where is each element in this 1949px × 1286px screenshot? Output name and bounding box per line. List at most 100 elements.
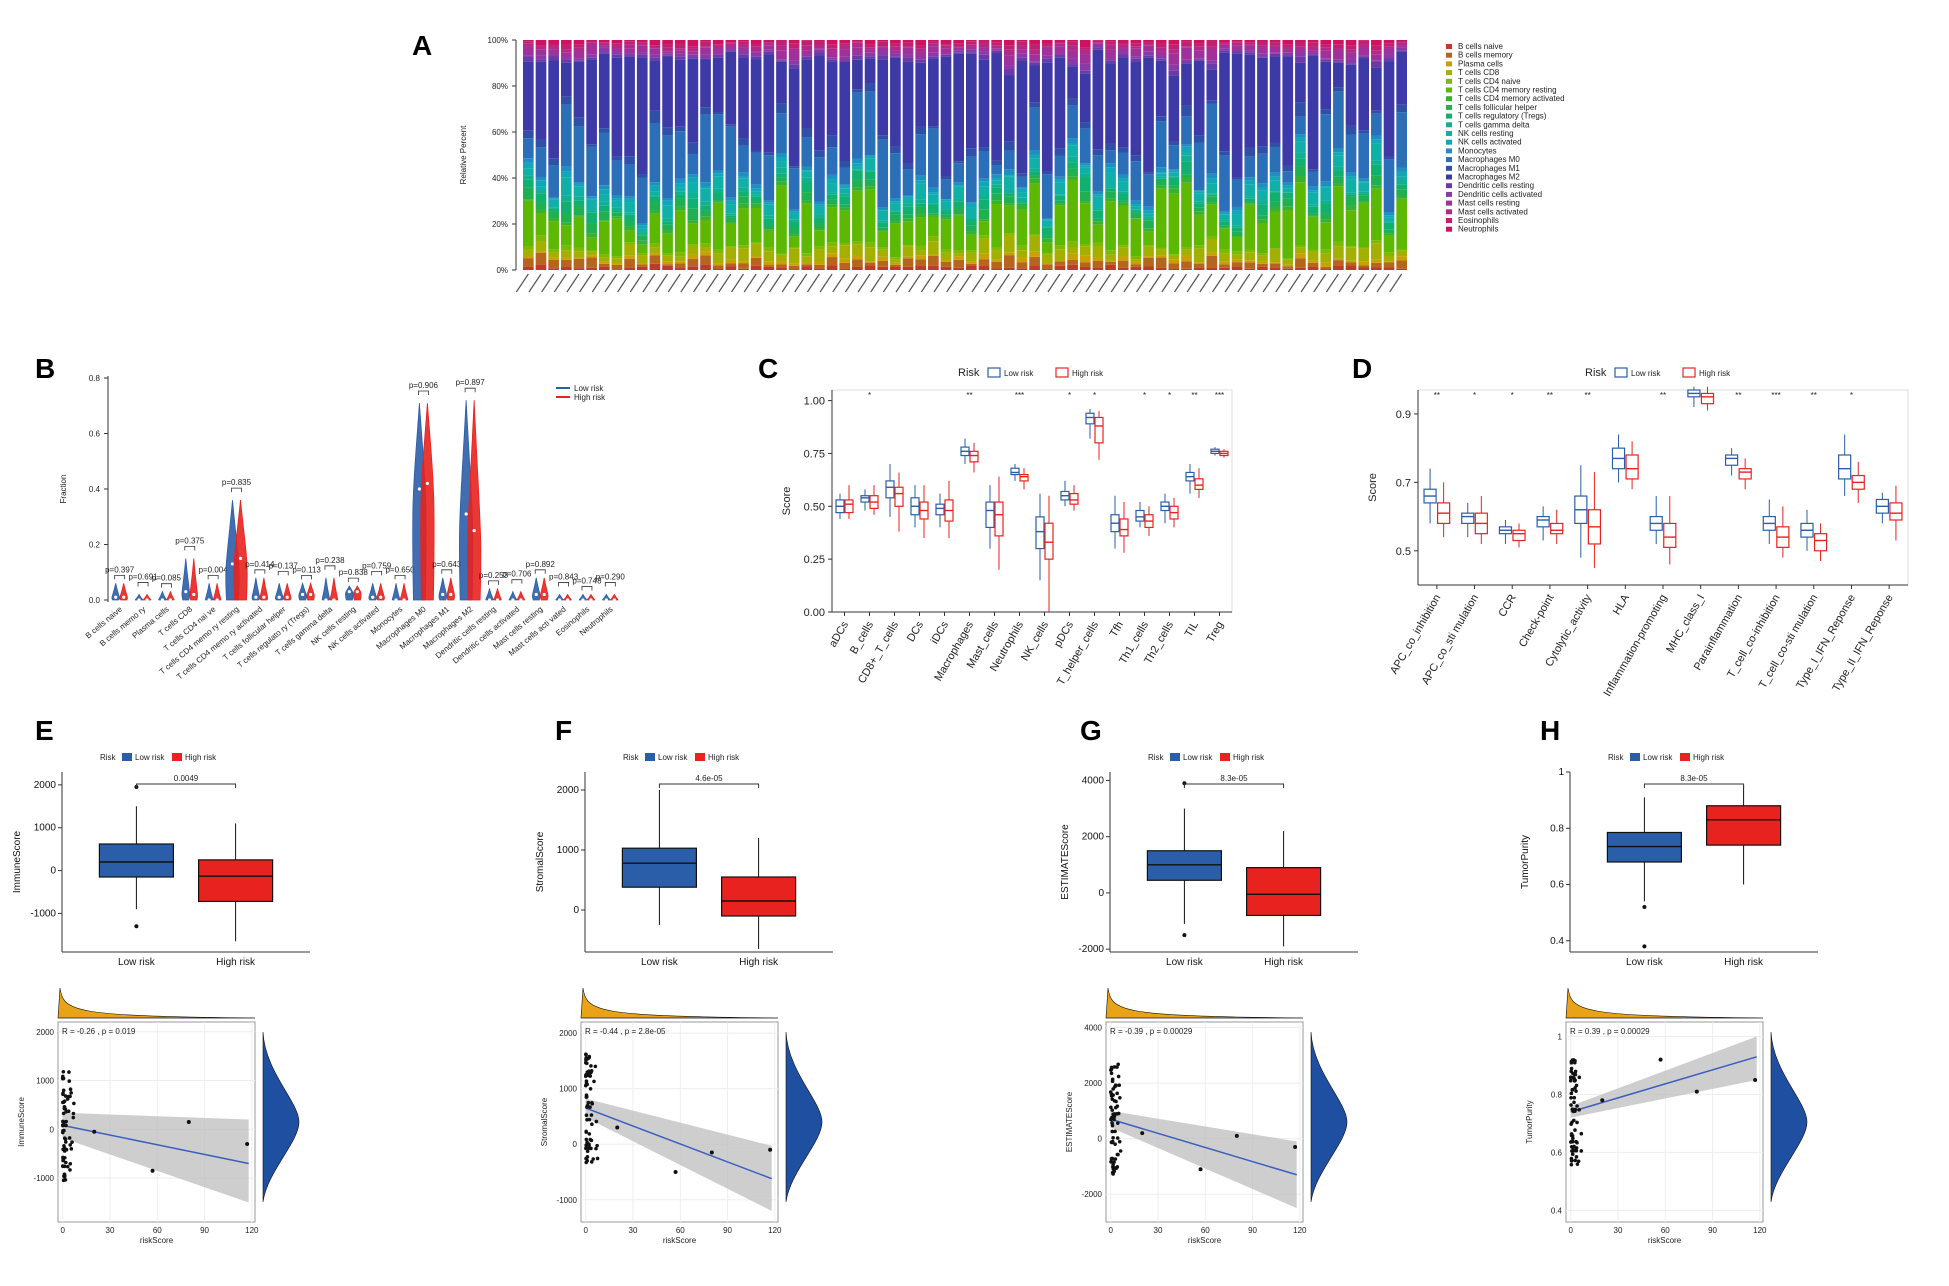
stacked-segment bbox=[750, 46, 762, 52]
stacked-segment bbox=[523, 56, 534, 62]
stacked-segment bbox=[890, 198, 901, 202]
legend-label-low: Low risk bbox=[1004, 369, 1034, 378]
pvalue-bracket-e bbox=[135, 783, 237, 788]
stacked-segment bbox=[1269, 176, 1281, 181]
stacked-segment bbox=[674, 43, 686, 49]
stacked-segment bbox=[776, 103, 787, 114]
stacked-segment bbox=[1295, 116, 1306, 135]
scatter-point bbox=[585, 1105, 589, 1109]
stacked-segment bbox=[1206, 194, 1218, 197]
box-high-box bbox=[1889, 502, 1903, 521]
stacked-segment bbox=[839, 193, 851, 197]
legend-label-a: Neutrophils bbox=[1458, 225, 1498, 234]
scatter-x-tick-label: 0 bbox=[61, 1226, 66, 1235]
stacked-segment bbox=[1181, 182, 1192, 248]
stacked-segment bbox=[1155, 267, 1167, 270]
stacked-segment bbox=[1130, 218, 1142, 219]
pvalue-label: p=0.759 bbox=[362, 561, 392, 570]
stacked-segment bbox=[1130, 266, 1142, 270]
stacked-segment bbox=[1396, 112, 1407, 168]
stacked-segment bbox=[738, 196, 749, 204]
stacked-segment bbox=[1295, 253, 1306, 259]
legend-label-a: T cells follicular helper bbox=[1458, 103, 1537, 112]
stacked-segment bbox=[1092, 191, 1104, 195]
legend-swatch-a bbox=[1446, 148, 1452, 154]
stacked-segment bbox=[940, 45, 952, 49]
pvalue-label: p=0.838 bbox=[339, 568, 369, 577]
stacked-segment bbox=[915, 259, 927, 266]
stacked-segment bbox=[1383, 262, 1395, 268]
scatter-point bbox=[68, 1094, 72, 1099]
scatter-y-tick-label: 1000 bbox=[36, 1077, 54, 1086]
stacked-segment bbox=[1396, 260, 1407, 269]
stacked-segment bbox=[1155, 188, 1167, 248]
scatter-point bbox=[1572, 1072, 1577, 1077]
stacked-segment bbox=[1155, 60, 1167, 117]
scatter-x-title-g: riskScore bbox=[1188, 1236, 1222, 1245]
stacked-segment bbox=[978, 54, 990, 60]
stacked-segment bbox=[788, 209, 800, 212]
stacked-segment bbox=[1193, 59, 1205, 61]
stacked-segment bbox=[1333, 40, 1344, 45]
box-low-box bbox=[935, 503, 945, 516]
stacked-segment bbox=[915, 51, 927, 58]
stacked-segment bbox=[1003, 75, 1015, 142]
stacked-segment bbox=[801, 40, 813, 46]
stacked-segment bbox=[852, 255, 863, 260]
violin-high bbox=[283, 583, 292, 601]
scatter-point bbox=[587, 1146, 591, 1151]
stacked-segment bbox=[598, 205, 610, 212]
stacked-segment bbox=[915, 134, 927, 176]
stacked-segment bbox=[1079, 191, 1091, 202]
stacked-segment bbox=[890, 40, 901, 44]
stacked-segment bbox=[978, 186, 990, 195]
scatter-point bbox=[64, 1119, 68, 1124]
stacked-segment bbox=[1333, 260, 1344, 266]
stacked-segment bbox=[1181, 152, 1192, 156]
significance-mark: ** bbox=[966, 391, 972, 400]
scatter-point bbox=[1113, 1142, 1117, 1146]
stacked-segment bbox=[1295, 141, 1306, 153]
stacked-segment bbox=[890, 210, 901, 212]
stacked-segment bbox=[1143, 218, 1154, 221]
stacked-segment bbox=[915, 62, 927, 127]
stacked-segment bbox=[1193, 191, 1205, 194]
stacked-segment bbox=[1130, 48, 1142, 57]
stacked-segment bbox=[1079, 262, 1091, 267]
stacked-segment bbox=[598, 201, 610, 206]
scatter-point bbox=[245, 1141, 250, 1146]
stacked-segment bbox=[1041, 40, 1053, 44]
pvalue-bracket bbox=[464, 387, 476, 393]
stacked-segment bbox=[1358, 202, 1370, 248]
stacked-segment bbox=[1371, 259, 1382, 263]
stacked-segment bbox=[966, 261, 977, 264]
stacked-segment bbox=[902, 163, 914, 170]
stacked-segment bbox=[535, 235, 547, 242]
stacked-segment bbox=[940, 219, 952, 250]
stacked-segment bbox=[776, 161, 787, 168]
pvalue-bracket-g bbox=[1183, 783, 1285, 788]
stacked-segment bbox=[776, 177, 787, 182]
stacked-segment bbox=[700, 251, 711, 256]
stacked-segment bbox=[1067, 45, 1078, 51]
y-tick-label-a: 20% bbox=[492, 220, 508, 229]
stacked-segment bbox=[1105, 172, 1116, 187]
stacked-segment bbox=[826, 265, 838, 270]
stacked-segment bbox=[1003, 55, 1015, 66]
stacked-segment bbox=[662, 56, 673, 128]
stacked-segment bbox=[738, 145, 749, 173]
stacked-segment bbox=[586, 257, 597, 268]
stacked-segment bbox=[1282, 165, 1294, 172]
sample-tick-label bbox=[1237, 273, 1251, 293]
stacked-segment bbox=[788, 234, 800, 237]
stacked-segment bbox=[1231, 231, 1243, 237]
stacked-segment bbox=[1016, 187, 1028, 189]
stacked-segment bbox=[1079, 266, 1091, 270]
stacked-segment bbox=[953, 182, 964, 186]
stacked-segment bbox=[902, 218, 914, 222]
stacked-segment bbox=[598, 132, 610, 186]
stacked-segment bbox=[1333, 170, 1344, 177]
stacked-segment bbox=[1117, 48, 1129, 51]
scatter-y-tick-label: 0.4 bbox=[1551, 1206, 1563, 1215]
stacked-segment bbox=[877, 260, 889, 267]
